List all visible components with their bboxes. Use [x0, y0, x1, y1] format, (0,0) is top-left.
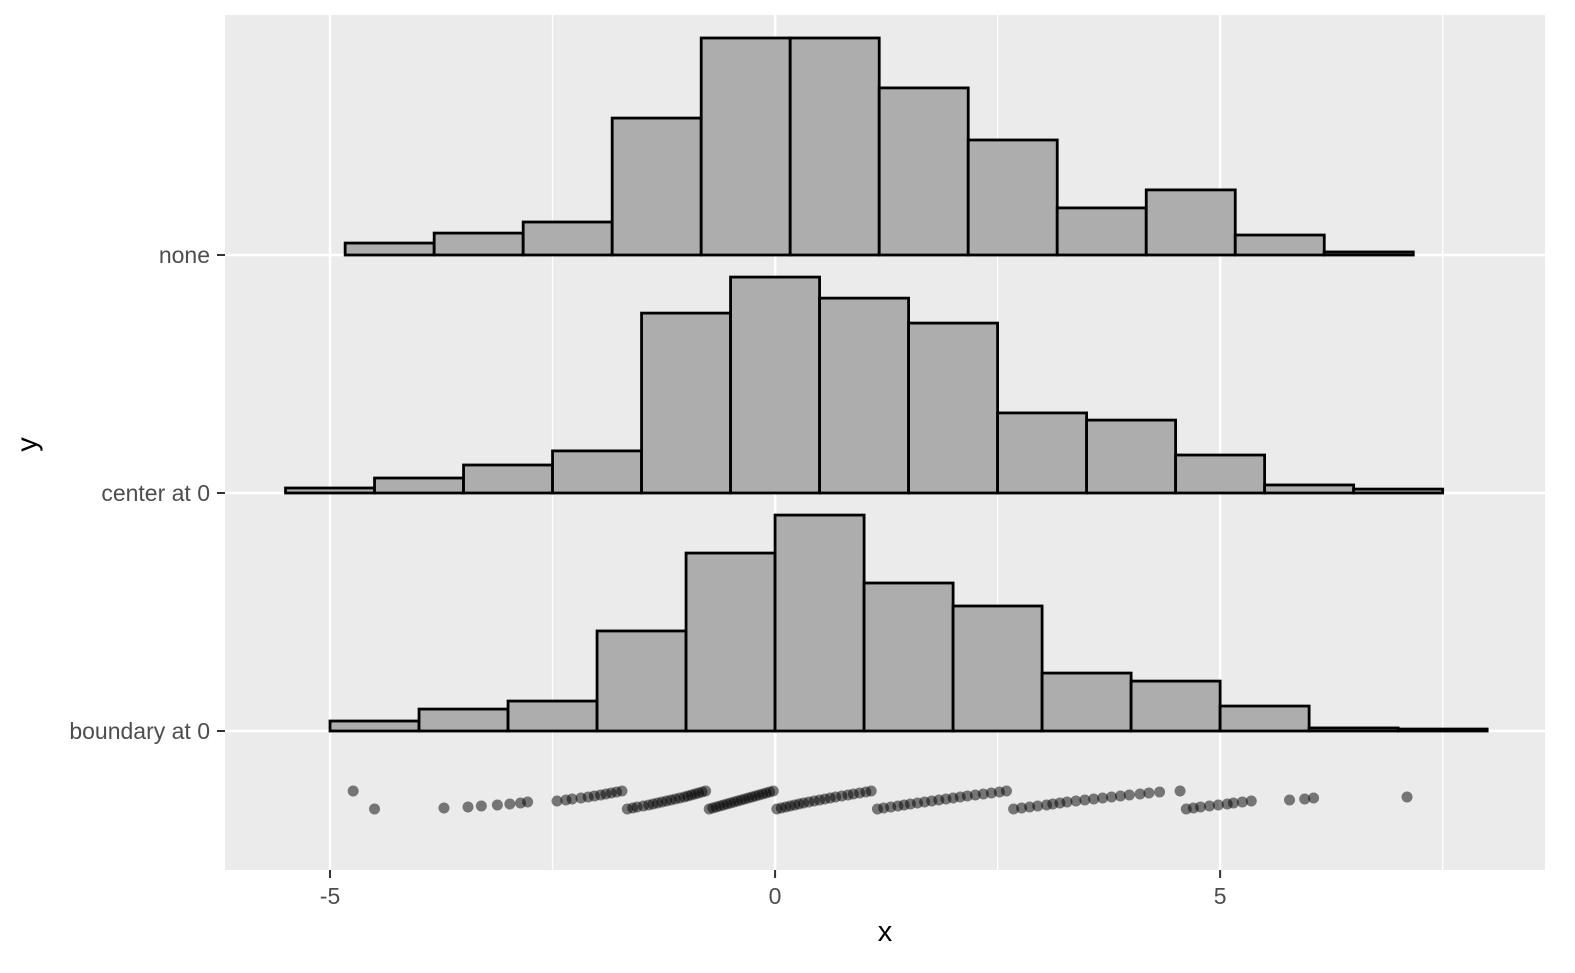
- histogram-bar: [818, 296, 910, 495]
- rug-point: [438, 802, 450, 814]
- histogram-bar: [951, 604, 1044, 733]
- histogram-bar: [1352, 487, 1445, 495]
- y-tick-label: boundary at 0: [69, 718, 210, 744]
- histogram-bar: [699, 36, 792, 257]
- histogram-bar: [595, 629, 688, 733]
- histogram-bar: [907, 321, 999, 495]
- rug-point: [1000, 785, 1012, 797]
- histogram-bar: [1144, 188, 1237, 257]
- rug-point: [1299, 793, 1311, 805]
- histogram-bar: [1129, 679, 1222, 733]
- rug-point: [1174, 785, 1186, 797]
- rug-point: [1308, 792, 1320, 804]
- rug-point: [1154, 786, 1166, 798]
- rug-point: [1079, 794, 1091, 806]
- histogram-bar: [729, 275, 821, 495]
- histogram-bar: [773, 513, 866, 733]
- rug-point: [475, 800, 487, 812]
- histogram-bar: [1218, 704, 1311, 733]
- rug-point: [1195, 801, 1207, 813]
- rug-point: [1032, 800, 1044, 812]
- histogram-bar: [1307, 726, 1400, 733]
- histogram-bar: [1322, 250, 1415, 257]
- histogram-bar: [284, 486, 376, 495]
- rug-point: [1106, 791, 1118, 803]
- x-tick-label: 5: [1214, 883, 1227, 909]
- rug-point: [491, 799, 503, 811]
- rug-point: [700, 785, 712, 797]
- rug-point: [1123, 789, 1135, 801]
- rug-point: [985, 787, 997, 799]
- histogram-bar: [1233, 233, 1326, 257]
- rug-point: [1401, 791, 1413, 803]
- histogram-bar: [551, 449, 643, 495]
- x-tick-label: -5: [320, 883, 340, 909]
- histogram-bar: [1396, 727, 1489, 733]
- rug-point: [522, 796, 534, 808]
- rug-point: [462, 801, 474, 813]
- x-axis-title: x: [877, 916, 893, 948]
- rug-point: [1008, 803, 1020, 815]
- rug-point: [1212, 799, 1224, 811]
- histogram-bar: [506, 699, 599, 733]
- rug-point: [1024, 801, 1036, 813]
- rug-point: [1016, 802, 1028, 814]
- rug-point: [1284, 794, 1296, 806]
- histogram-bar: [877, 86, 970, 257]
- histogram-bar: [684, 551, 777, 733]
- rug-point: [767, 785, 779, 797]
- histogram-bar: [1085, 418, 1178, 495]
- histogram-bar: [640, 311, 732, 495]
- rug-point: [1227, 797, 1239, 809]
- histogram-bar: [966, 138, 1059, 257]
- rug-point: [1245, 795, 1257, 807]
- rug-point: [865, 785, 877, 797]
- histogram-bar: [788, 36, 881, 257]
- rug-point: [504, 798, 516, 810]
- rug-point: [1143, 787, 1155, 799]
- rug-point: [1236, 796, 1248, 808]
- histogram-bar: [1174, 453, 1267, 495]
- histogram-bar: [610, 116, 703, 257]
- y-tick-label: center at 0: [101, 480, 210, 506]
- histogram-bar: [521, 220, 614, 257]
- histogram-bar: [343, 241, 436, 257]
- histogram-bar: [328, 719, 421, 733]
- histogram-bar: [1055, 206, 1148, 257]
- rug-point: [961, 790, 973, 802]
- histogram-bar: [373, 476, 465, 495]
- rug-point: [369, 803, 381, 815]
- x-tick-label: 0: [769, 883, 782, 909]
- histogram-bar: [1263, 483, 1356, 495]
- rug-point: [1070, 795, 1082, 807]
- rug-point: [1088, 793, 1100, 805]
- histogram-bar: [1040, 671, 1133, 733]
- rug-point: [566, 793, 578, 805]
- histogram-bar: [462, 463, 554, 495]
- histogram-bar: [417, 707, 510, 733]
- histogram-bar: [862, 581, 955, 733]
- rug-point: [1134, 788, 1146, 800]
- y-axis-title: y: [11, 437, 44, 452]
- histogram-bar: [996, 411, 1089, 495]
- rug-point: [347, 785, 359, 797]
- rug-point: [977, 788, 989, 800]
- y-tick-label: none: [159, 242, 210, 268]
- rug-point: [969, 789, 981, 801]
- rug-point: [1114, 790, 1126, 802]
- rug-point: [1097, 792, 1109, 804]
- rug-point: [1061, 796, 1073, 808]
- rug-point: [551, 795, 563, 807]
- rug-point: [1203, 800, 1215, 812]
- histogram-bar: [432, 231, 525, 257]
- rug-point: [616, 785, 628, 797]
